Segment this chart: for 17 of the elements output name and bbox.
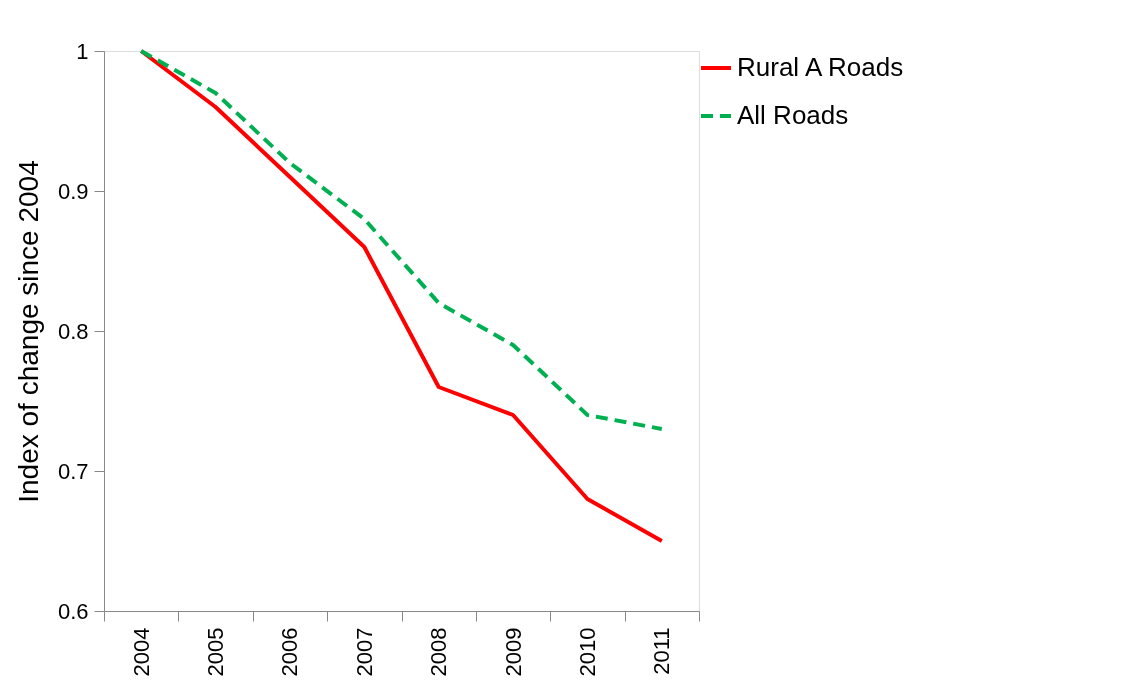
legend-label: Rural A Roads bbox=[737, 52, 904, 82]
y-axis-title: Index of change since 2004 bbox=[12, 160, 44, 503]
x-tick-label: 2007 bbox=[351, 627, 377, 677]
legend-label: All Roads bbox=[737, 100, 849, 130]
y-tick-label: 0.9 bbox=[57, 178, 89, 204]
y-tick-label: 0.7 bbox=[57, 458, 89, 484]
line-series bbox=[139, 49, 664, 431]
x-tick-label: 2009 bbox=[500, 627, 526, 677]
x-tick-label: 2011 bbox=[649, 627, 675, 675]
x-tick-label: 2004 bbox=[128, 627, 154, 677]
x-tick-label: 2010 bbox=[574, 627, 600, 677]
x-tick-label: 2006 bbox=[277, 627, 303, 677]
y-tick-label: 0.6 bbox=[57, 598, 89, 624]
x-tick-label: 2005 bbox=[203, 627, 229, 677]
y-tick-label: 0.8 bbox=[57, 318, 89, 344]
y-tick-label: 1 bbox=[76, 38, 89, 64]
x-tick-label: 2008 bbox=[426, 627, 452, 677]
